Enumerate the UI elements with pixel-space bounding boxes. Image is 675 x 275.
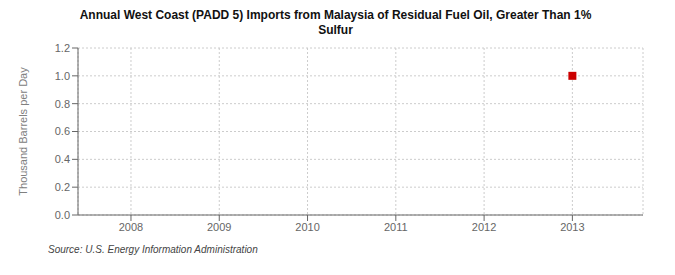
svg-text:2012: 2012 <box>472 221 496 233</box>
svg-text:2008: 2008 <box>119 221 143 233</box>
svg-text:0.6: 0.6 <box>55 125 70 137</box>
svg-text:0.8: 0.8 <box>55 98 70 110</box>
svg-text:Thousand Barrels per Day: Thousand Barrels per Day <box>17 67 29 196</box>
svg-text:1.0: 1.0 <box>55 70 70 82</box>
svg-text:0.0: 0.0 <box>55 209 70 221</box>
html-text:Sulfur: Sulfur <box>318 23 353 37</box>
html-text:Source: U.S. Energy Informatio: Source: U.S. Energy Information Administ… <box>48 244 258 255</box>
svg-text:0.4: 0.4 <box>55 153 70 165</box>
svg-text:1.2: 1.2 <box>55 42 70 54</box>
svg-text:2010: 2010 <box>295 221 319 233</box>
svg-text:2011: 2011 <box>384 221 408 233</box>
html-text:Annual West Coast (PADD 5) Imp: Annual West Coast (PADD 5) Imports from … <box>79 8 592 22</box>
svg-text:2009: 2009 <box>207 221 231 233</box>
svg-text:0.2: 0.2 <box>55 181 70 193</box>
svg-text:2013: 2013 <box>560 221 584 233</box>
